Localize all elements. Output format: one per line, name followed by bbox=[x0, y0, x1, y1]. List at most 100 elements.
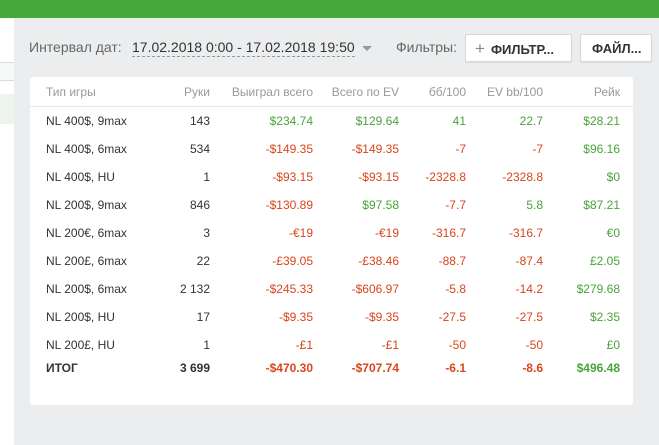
cell-rake: $96.16 bbox=[583, 142, 620, 156]
cell-hands: 534 bbox=[189, 142, 210, 156]
cell-game-type: NL 400$, 9max bbox=[46, 114, 127, 128]
column-header-ev-total[interactable]: Всего по EV bbox=[326, 77, 412, 107]
stats-panel: Интервал дат: 17.02.2018 0:00 - 17.02.20… bbox=[14, 18, 659, 445]
cell-hands: 1 bbox=[203, 170, 210, 184]
table-row[interactable]: NL 200£, HU 1 -£1 -£1 -50 -50 £0 bbox=[30, 331, 633, 359]
sidebar-band bbox=[0, 62, 14, 81]
cell-ev-bb100: -14.2 bbox=[515, 282, 543, 296]
cell-game-type: ИТОГ bbox=[46, 361, 78, 375]
cell-won-total: -£1 bbox=[295, 338, 313, 352]
cell-game-type: NL 200$, 6max bbox=[46, 282, 127, 296]
table-row[interactable]: NL 200$, HU 17 -$9.35 -$9.35 -27.5 -27.5 $2.35 bbox=[30, 303, 633, 331]
cell-game-type: NL 200£, HU bbox=[46, 338, 115, 352]
cell-bb100: -88.7 bbox=[438, 254, 466, 268]
cell-ev-bb100: -50 bbox=[525, 338, 543, 352]
cell-ev-total: $129.64 bbox=[355, 114, 399, 128]
column-header-rake[interactable]: Рейк bbox=[556, 77, 633, 107]
cell-rake: $279.68 bbox=[576, 282, 620, 296]
cell-game-type: NL 200€, 6max bbox=[46, 226, 127, 240]
cell-bb100: -7 bbox=[455, 142, 466, 156]
interval-label: Интервал дат: bbox=[29, 39, 122, 55]
results-table-card: Тип игры Руки Выиграл всего Всего по EV … bbox=[30, 77, 633, 405]
cell-rake: $0 bbox=[606, 170, 620, 184]
cell-won-total: -$470.30 bbox=[265, 361, 313, 375]
add-filter-button-label: ФИЛЬТР... bbox=[490, 42, 555, 57]
cell-ev-total: $97.58 bbox=[362, 198, 399, 212]
cell-ev-bb100: -2328.8 bbox=[502, 170, 543, 184]
cell-ev-bb100: 5.8 bbox=[526, 198, 543, 212]
cell-ev-bb100: 22.7 bbox=[519, 114, 543, 128]
table-row[interactable]: NL 200€, 6max 3 -€19 -€19 -316.7 -316.7 €0 bbox=[30, 219, 633, 247]
cell-hands: 17 bbox=[196, 310, 210, 324]
cell-ev-bb100: -8.6 bbox=[522, 361, 543, 375]
plus-icon: + bbox=[475, 39, 485, 58]
cell-ev-total: -$149.35 bbox=[351, 142, 399, 156]
cell-game-type: NL 200$, 9max bbox=[46, 198, 127, 212]
top-bar bbox=[0, 0, 659, 19]
cell-ev-total: -€19 bbox=[374, 226, 399, 240]
cell-game-type: NL 400$, 6max bbox=[46, 142, 127, 156]
column-header-bb100[interactable]: бб/100 bbox=[412, 77, 479, 107]
cell-game-type: NL 200$, HU bbox=[46, 310, 115, 324]
cell-ev-total: -$606.97 bbox=[351, 282, 399, 296]
cell-rake: $87.21 bbox=[583, 198, 620, 212]
cell-hands: 1 bbox=[203, 338, 210, 352]
cell-won-total: -£39.05 bbox=[272, 254, 313, 268]
cell-hands: 143 bbox=[189, 114, 210, 128]
cell-rake: $28.21 bbox=[583, 114, 620, 128]
cell-ev-bb100: -87.4 bbox=[515, 254, 543, 268]
cell-won-total: -€19 bbox=[288, 226, 313, 240]
table-header-row: Тип игры Руки Выиграл всего Всего по EV … bbox=[30, 77, 633, 107]
cell-rake: $496.48 bbox=[576, 361, 620, 375]
table-row[interactable]: NL 400$, 6max 534 -$149.35 -$149.35 -7 -7 $96.… bbox=[30, 135, 633, 163]
cell-bb100: -7.7 bbox=[445, 198, 466, 212]
cell-rake: £0 bbox=[606, 338, 620, 352]
left-sidebar-strip bbox=[0, 18, 14, 445]
cell-ev-total: -$707.74 bbox=[351, 361, 399, 375]
column-header-ev-bb100[interactable]: EV bb/100 bbox=[479, 77, 556, 107]
table-row[interactable]: NL 200£, 6max 22 -£39.05 -£38.46 -88.7 -87.4 £… bbox=[30, 247, 633, 275]
cell-ev-bb100: -316.7 bbox=[508, 226, 543, 240]
cell-game-type: NL 200£, 6max bbox=[46, 254, 127, 268]
cell-bb100: -5.8 bbox=[445, 282, 466, 296]
results-table: Тип игры Руки Выиграл всего Всего по EV … bbox=[30, 77, 633, 383]
cell-ev-total: -£38.46 bbox=[358, 254, 399, 268]
cell-bb100: -27.5 bbox=[438, 310, 466, 324]
cell-bb100: -2328.8 bbox=[425, 170, 466, 184]
column-header-game-type[interactable]: Тип игры bbox=[30, 77, 140, 107]
table-total-row[interactable]: ИТОГ 3 699 -$470.30 -$707.74 -6.1 -8.6 $496.48 bbox=[30, 359, 633, 383]
column-header-hands[interactable]: Руки bbox=[140, 77, 223, 107]
cell-ev-bb100: -7 bbox=[532, 142, 543, 156]
date-interval-dropdown[interactable]: 17.02.2018 0:00 - 17.02.2018 19:50 bbox=[132, 39, 355, 57]
cell-won-total: -$245.33 bbox=[265, 282, 313, 296]
cell-ev-total: -$93.15 bbox=[358, 170, 399, 184]
cell-bb100: 41 bbox=[452, 114, 466, 128]
cell-hands: 2 132 bbox=[179, 282, 210, 296]
cell-bb100: -316.7 bbox=[431, 226, 466, 240]
sidebar-band-active bbox=[0, 94, 14, 124]
column-header-won-total[interactable]: Выиграл всего bbox=[223, 77, 326, 107]
table-row[interactable]: NL 200$, 9max 846 -$130.89 $97.58 -7.7 5.8 $87… bbox=[30, 191, 633, 219]
cell-rake: €0 bbox=[606, 226, 620, 240]
cell-ev-total: -$9.35 bbox=[364, 310, 399, 324]
table-row[interactable]: NL 400$, 9max 143 $234.74 $129.64 41 22.7 $28.… bbox=[30, 107, 633, 136]
cell-won-total: $234.74 bbox=[269, 114, 313, 128]
cell-ev-bb100: -27.5 bbox=[515, 310, 543, 324]
cell-hands: 846 bbox=[189, 198, 210, 212]
cell-hands: 3 699 bbox=[179, 361, 210, 375]
cell-won-total: -$149.35 bbox=[265, 142, 313, 156]
chevron-down-icon[interactable] bbox=[362, 46, 372, 51]
table-row[interactable]: NL 200$, 6max 2 132 -$245.33 -$606.97 -5.8 -1… bbox=[30, 275, 633, 303]
cell-rake: $2.35 bbox=[589, 310, 620, 324]
cell-bb100: -6.1 bbox=[445, 361, 466, 375]
filters-label: Фильтры: bbox=[396, 39, 457, 55]
cell-game-type: NL 400$, HU bbox=[46, 170, 115, 184]
file-button[interactable]: ФАЙЛ... bbox=[580, 34, 652, 62]
table-row[interactable]: NL 400$, HU 1 -$93.15 -$93.15 -2328.8 -2328.8… bbox=[30, 163, 633, 191]
cell-ev-total: -£1 bbox=[381, 338, 399, 352]
cell-hands: 22 bbox=[196, 254, 210, 268]
add-filter-button[interactable]: + ФИЛЬТР... bbox=[465, 34, 572, 62]
file-button-label: ФАЙЛ... bbox=[592, 41, 642, 56]
cell-rake: £2.05 bbox=[589, 254, 620, 268]
cell-hands: 3 bbox=[203, 226, 210, 240]
